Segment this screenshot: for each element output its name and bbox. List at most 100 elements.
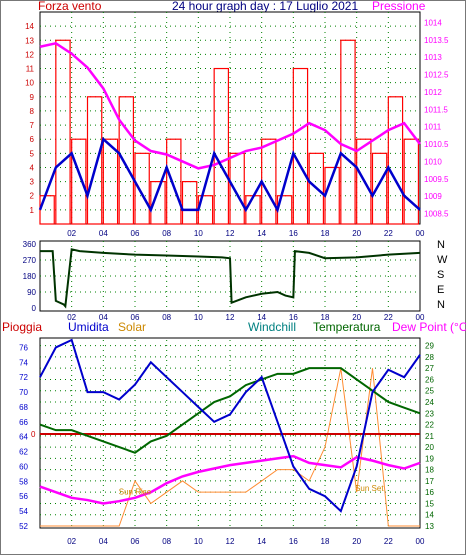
wind-gust-bar <box>213 67 230 225</box>
wind-gust-bar <box>55 39 71 225</box>
x-tick-label: 10 <box>194 537 203 546</box>
bottom-x-axis-ticks: 02 04 06 08 10 12 14 16 18 20 22 00 <box>67 537 425 546</box>
wind-gust-bar <box>340 39 356 225</box>
direction-axis-ticks: 360 270 180 90 0 <box>23 240 37 313</box>
x-tick-label: 00 <box>416 537 425 546</box>
direction-tick-label: 180 <box>23 272 37 281</box>
wind-gust-bar <box>166 138 182 225</box>
pressure-tick-label: 1009 <box>424 192 442 201</box>
x-tick-label: 00 <box>416 313 425 322</box>
wind-tick-label: 13 <box>25 36 34 45</box>
temperature-tick-label: 16 <box>425 488 434 497</box>
temperature-tick-label: 24 <box>425 398 434 407</box>
wind-gust-bar <box>308 152 325 225</box>
sun-set-label: Sun Set <box>355 484 384 493</box>
temperature-tick-label: 28 <box>425 353 434 362</box>
temperature-label: Temperatura <box>313 320 381 334</box>
temperature-axis-ticks: 29 28 27 26 25 24 23 22 21 20 19 18 17 16 15 14 13 <box>425 342 434 531</box>
wind-label: Forza vento <box>38 0 102 13</box>
direction-tick-label: 0 <box>32 304 37 313</box>
direction-tick-label: 270 <box>23 256 37 265</box>
temperature-tick-label: 25 <box>425 387 434 396</box>
wind-tick-label: 3 <box>30 178 35 187</box>
humidity-tick-label: 72 <box>19 373 28 382</box>
humidity-label: Umidita <box>68 320 109 334</box>
temperature-tick-label: 15 <box>425 499 434 508</box>
x-tick-label: 18 <box>321 537 330 546</box>
x-tick-label: 04 <box>99 537 108 546</box>
wind-tick-label: 10 <box>25 79 34 88</box>
wind-gust-bar <box>356 138 372 225</box>
pressure-label: Pressione <box>372 0 426 13</box>
wind-gust-bar <box>229 152 245 225</box>
wind-tick-label: 7 <box>30 121 35 130</box>
pressure-tick-label: 1011 <box>424 123 442 132</box>
x-tick-label: 06 <box>131 229 140 238</box>
pressure-tick-label: 1011.5 <box>424 105 448 114</box>
pressure-axis-ticks: 1014 1013.5 1013 1012.5 1012 1011.5 1011 1010.5… <box>424 18 449 218</box>
temperature-tick-label: 27 <box>425 364 434 373</box>
temperature-tick-label: 18 <box>425 466 434 475</box>
x-tick-label: 16 <box>289 537 298 546</box>
pressure-tick-label: 1010.5 <box>424 140 449 149</box>
chart-title: 24 hour graph day : 17 Luglio 2021 <box>172 0 358 13</box>
wind-axis-ticks: 14 13 12 11 10 9 8 7 6 5 4 3 2 1 <box>25 22 34 215</box>
humidity-tick-label: 70 <box>19 388 28 397</box>
compass-label: N <box>437 299 445 311</box>
wind-gust-bar <box>387 96 404 225</box>
x-tick-label: 14 <box>257 313 266 322</box>
rain-label: Pioggia <box>2 320 42 334</box>
wind-gust-bar <box>181 181 198 225</box>
pressure-tick-label: 1012 <box>424 88 442 97</box>
pressure-tick-label: 1008.5 <box>424 210 449 219</box>
x-tick-label: 02 <box>67 537 76 546</box>
pressure-tick-label: 1012.5 <box>424 71 449 80</box>
direction-tick-label: 90 <box>27 288 36 297</box>
pressure-line <box>39 41 421 170</box>
x-tick-label: 10 <box>194 229 203 238</box>
wind-tick-label: 2 <box>30 192 35 201</box>
wind-gust-bar <box>134 152 150 225</box>
wind-tick-label: 12 <box>25 50 34 59</box>
wind-gust-bar <box>118 96 135 225</box>
x-tick-label: 06 <box>131 537 140 546</box>
temperature-tick-label: 19 <box>425 454 434 463</box>
wind-tick-label: 8 <box>30 107 35 116</box>
rain-zero-label: 0 <box>31 430 36 439</box>
direction-tick-label: 360 <box>23 240 37 249</box>
x-tick-label: 18 <box>321 229 330 238</box>
pressure-tick-label: 1014 <box>424 18 442 27</box>
humidity-tick-label: 76 <box>19 343 28 352</box>
x-tick-label: 20 <box>352 229 361 238</box>
temperature-tick-label: 13 <box>425 522 434 531</box>
x-tick-label: 12 <box>226 313 235 322</box>
x-tick-label: 08 <box>162 313 171 322</box>
x-tick-label: 20 <box>352 537 361 546</box>
wind-gust-bar <box>371 152 388 225</box>
x-tick-label: 12 <box>226 229 235 238</box>
x-tick-label: 22 <box>384 537 393 546</box>
x-tick-label: 14 <box>257 229 266 238</box>
wind-tick-label: 4 <box>30 163 35 172</box>
x-tick-label: 22 <box>384 229 393 238</box>
x-tick-label: 00 <box>416 229 425 238</box>
wind-gust-bar <box>150 181 166 225</box>
pressure-tick-label: 1013.5 <box>424 36 449 45</box>
temperature-tick-label: 29 <box>425 342 434 351</box>
humidity-line <box>39 338 421 513</box>
solar-label: Solar <box>118 320 146 334</box>
x-tick-label: 22 <box>384 313 393 322</box>
temperature-line <box>39 367 421 454</box>
wind-avg-line <box>38 136 421 214</box>
pressure-tick-label: 1013 <box>424 53 442 62</box>
temperature-tick-label: 22 <box>425 421 434 430</box>
compass-label: N <box>437 239 445 251</box>
wind-gust-bar <box>403 138 420 225</box>
wind-tick-label: 9 <box>30 93 35 102</box>
humidity-tick-label: 68 <box>19 403 28 412</box>
temperature-tick-label: 21 <box>425 432 434 441</box>
x-tick-label: 08 <box>162 229 171 238</box>
temperature-tick-label: 26 <box>425 375 434 384</box>
x-tick-label: 04 <box>99 229 108 238</box>
